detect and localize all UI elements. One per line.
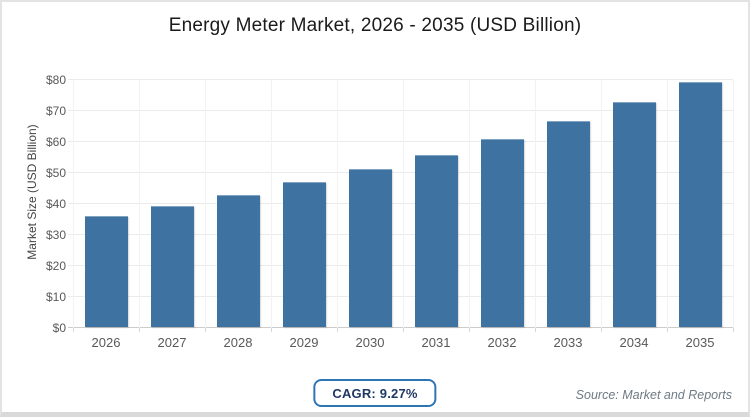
gridline-x-0 <box>73 80 74 328</box>
bar-2028 <box>216 194 260 327</box>
x-tick-mark-10 <box>733 328 734 332</box>
gridline-y-80 <box>68 79 733 80</box>
gridline-x-6 <box>469 80 470 328</box>
bar-2031 <box>414 154 458 327</box>
x-tick-label-2026: 2026 <box>91 335 121 350</box>
y-tick-label-30: $30 <box>45 228 66 242</box>
gridline-y-70 <box>68 110 733 111</box>
bar-2030 <box>348 169 392 327</box>
x-tick-mark-8 <box>601 328 602 332</box>
x-tick-label-2033: 2033 <box>553 335 583 350</box>
bar-2029 <box>282 182 326 327</box>
x-tick-mark-7 <box>535 328 536 332</box>
cagr-badge: CAGR: 9.27% <box>313 379 437 407</box>
x-tick-label-2034: 2034 <box>619 335 649 350</box>
plot-area <box>68 79 734 332</box>
x-tick-label-2031: 2031 <box>421 335 451 350</box>
x-tick-label-2029: 2029 <box>289 335 319 350</box>
x-tick-label-2028: 2028 <box>223 335 253 350</box>
x-tick-mark-5 <box>403 328 404 332</box>
gridline-x-8 <box>601 80 602 328</box>
gridline-x-9 <box>667 80 668 328</box>
y-tick-label-0: $0 <box>52 321 66 335</box>
y-tick-label-70: $70 <box>45 104 66 118</box>
chart-title: Energy Meter Market, 2026 - 2035 (USD Bi… <box>168 15 582 36</box>
x-tick-mark-9 <box>667 328 668 332</box>
bar-2026 <box>84 215 128 327</box>
gridline-x-1 <box>139 80 140 328</box>
source-text: Source: Market and Reports <box>575 388 732 402</box>
cagr-label: CAGR: 9.27% <box>332 385 418 401</box>
x-tick-mark-2 <box>205 328 206 332</box>
y-tick-label-50: $50 <box>45 166 66 180</box>
bar-2035 <box>678 81 722 327</box>
x-tick-label-2027: 2027 <box>157 335 187 350</box>
gridline-x-5 <box>403 80 404 328</box>
x-tick-label-2035: 2035 <box>685 335 715 350</box>
y-tick-label-20: $20 <box>45 259 66 273</box>
x-tick-mark-1 <box>139 328 140 332</box>
x-tick-mark-3 <box>271 328 272 332</box>
gridline-x-10 <box>733 80 734 328</box>
y-tick-label-60: $60 <box>45 135 66 149</box>
bar-2027 <box>150 205 194 327</box>
gridline-x-3 <box>271 80 272 328</box>
x-tick-mark-0 <box>73 328 74 332</box>
x-tick-mark-4 <box>337 328 338 332</box>
y-tick-label-80: $80 <box>45 73 66 87</box>
bar-2033 <box>546 121 590 327</box>
gridline-x-2 <box>205 80 206 328</box>
gridline-x-7 <box>535 80 536 328</box>
gridline-y-50 <box>68 172 733 173</box>
x-tick-label-2030: 2030 <box>355 335 385 350</box>
gridline-y-10 <box>68 296 733 297</box>
y-tick-label-40: $40 <box>45 197 66 211</box>
bar-2034 <box>612 102 656 327</box>
gridline-y-0 <box>68 327 733 328</box>
gridline-y-30 <box>68 234 733 235</box>
x-tick-mark-6 <box>469 328 470 332</box>
gridline-y-20 <box>68 265 733 266</box>
x-tick-label-2032: 2032 <box>487 335 517 350</box>
bar-2032 <box>480 138 524 327</box>
gridline-x-4 <box>337 80 338 328</box>
gridline-y-40 <box>68 203 733 204</box>
gridline-y-60 <box>68 141 733 142</box>
y-tick-label-10: $10 <box>45 290 66 304</box>
